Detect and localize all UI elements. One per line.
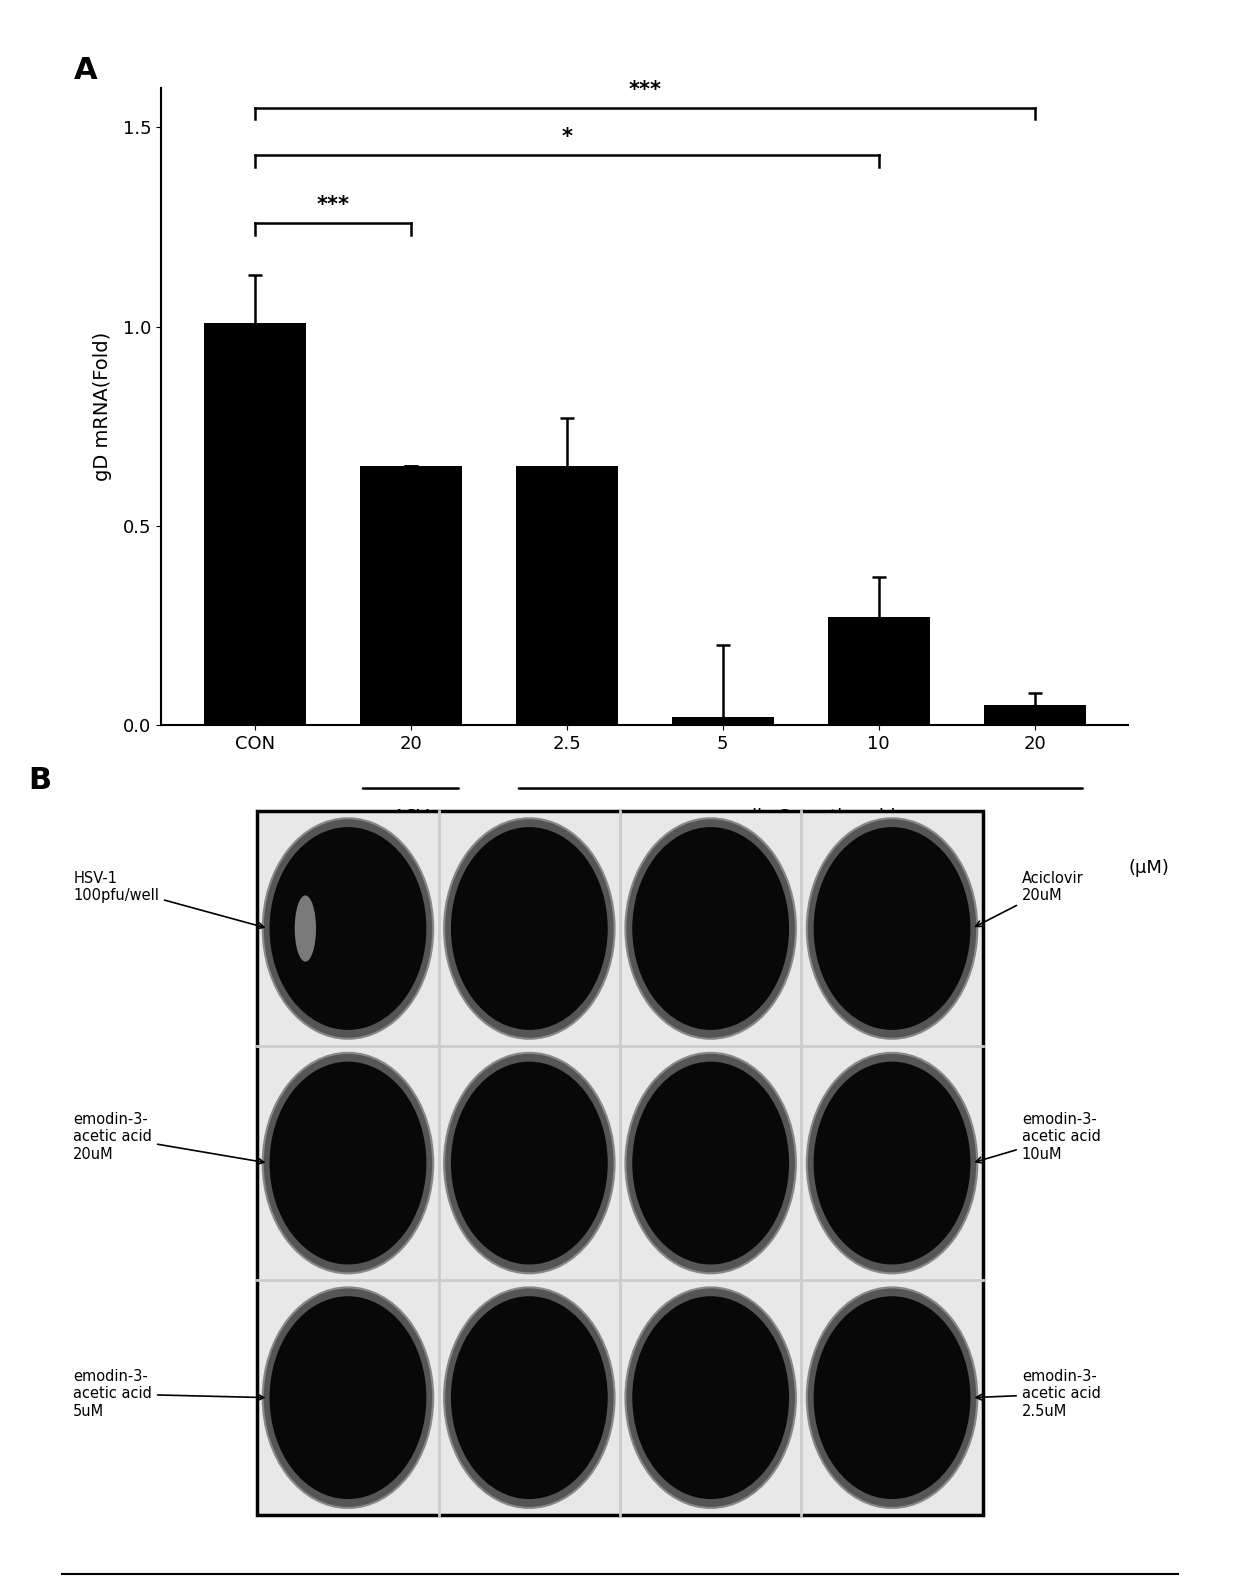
- Text: emodin-3-acetic acid: emodin-3-acetic acid: [706, 808, 895, 825]
- Text: (μM): (μM): [1128, 859, 1169, 876]
- Ellipse shape: [813, 1061, 971, 1265]
- Ellipse shape: [451, 827, 608, 1031]
- Ellipse shape: [625, 1053, 796, 1273]
- Text: ***: ***: [316, 194, 350, 215]
- Y-axis label: gD mRNA(Fold): gD mRNA(Fold): [93, 331, 112, 481]
- Text: emodin-3-
acetic acid
20uM: emodin-3- acetic acid 20uM: [73, 1112, 264, 1164]
- Text: ACV: ACV: [392, 808, 429, 825]
- Bar: [257, 811, 982, 1515]
- Ellipse shape: [263, 819, 433, 1039]
- Ellipse shape: [807, 1287, 977, 1509]
- Ellipse shape: [625, 819, 796, 1039]
- Ellipse shape: [625, 1287, 796, 1509]
- Ellipse shape: [632, 827, 789, 1031]
- Ellipse shape: [263, 1287, 433, 1509]
- Ellipse shape: [807, 1053, 977, 1273]
- Ellipse shape: [813, 1297, 971, 1499]
- Ellipse shape: [295, 895, 316, 962]
- Text: A: A: [74, 56, 98, 84]
- Bar: [985, 704, 1085, 725]
- Text: ***: ***: [629, 80, 661, 99]
- Ellipse shape: [632, 1297, 789, 1499]
- Bar: [360, 465, 461, 725]
- Ellipse shape: [807, 819, 977, 1039]
- Ellipse shape: [444, 1287, 615, 1509]
- Ellipse shape: [269, 827, 427, 1031]
- Text: emodin-3-
acetic acid
2.5uM: emodin-3- acetic acid 2.5uM: [976, 1368, 1101, 1419]
- Text: HSV-1
100pfu/well: HSV-1 100pfu/well: [73, 871, 264, 929]
- Text: *: *: [562, 127, 573, 147]
- Ellipse shape: [451, 1061, 608, 1265]
- Text: Aciclovir
20uM: Aciclovir 20uM: [976, 871, 1084, 927]
- Ellipse shape: [632, 1061, 789, 1265]
- Ellipse shape: [269, 1297, 427, 1499]
- Bar: [516, 465, 618, 725]
- Bar: [257, 811, 982, 1515]
- Ellipse shape: [813, 827, 971, 1031]
- Bar: [205, 322, 305, 725]
- Text: emodin-3-
acetic acid
10uM: emodin-3- acetic acid 10uM: [976, 1112, 1101, 1163]
- Ellipse shape: [263, 1053, 433, 1273]
- Ellipse shape: [444, 1053, 615, 1273]
- Text: emodin-3-
acetic acid
5uM: emodin-3- acetic acid 5uM: [73, 1368, 264, 1419]
- Ellipse shape: [451, 1297, 608, 1499]
- Ellipse shape: [444, 819, 615, 1039]
- Bar: [672, 717, 774, 725]
- Text: B: B: [29, 766, 52, 795]
- Ellipse shape: [269, 1061, 427, 1265]
- Bar: [828, 616, 930, 725]
